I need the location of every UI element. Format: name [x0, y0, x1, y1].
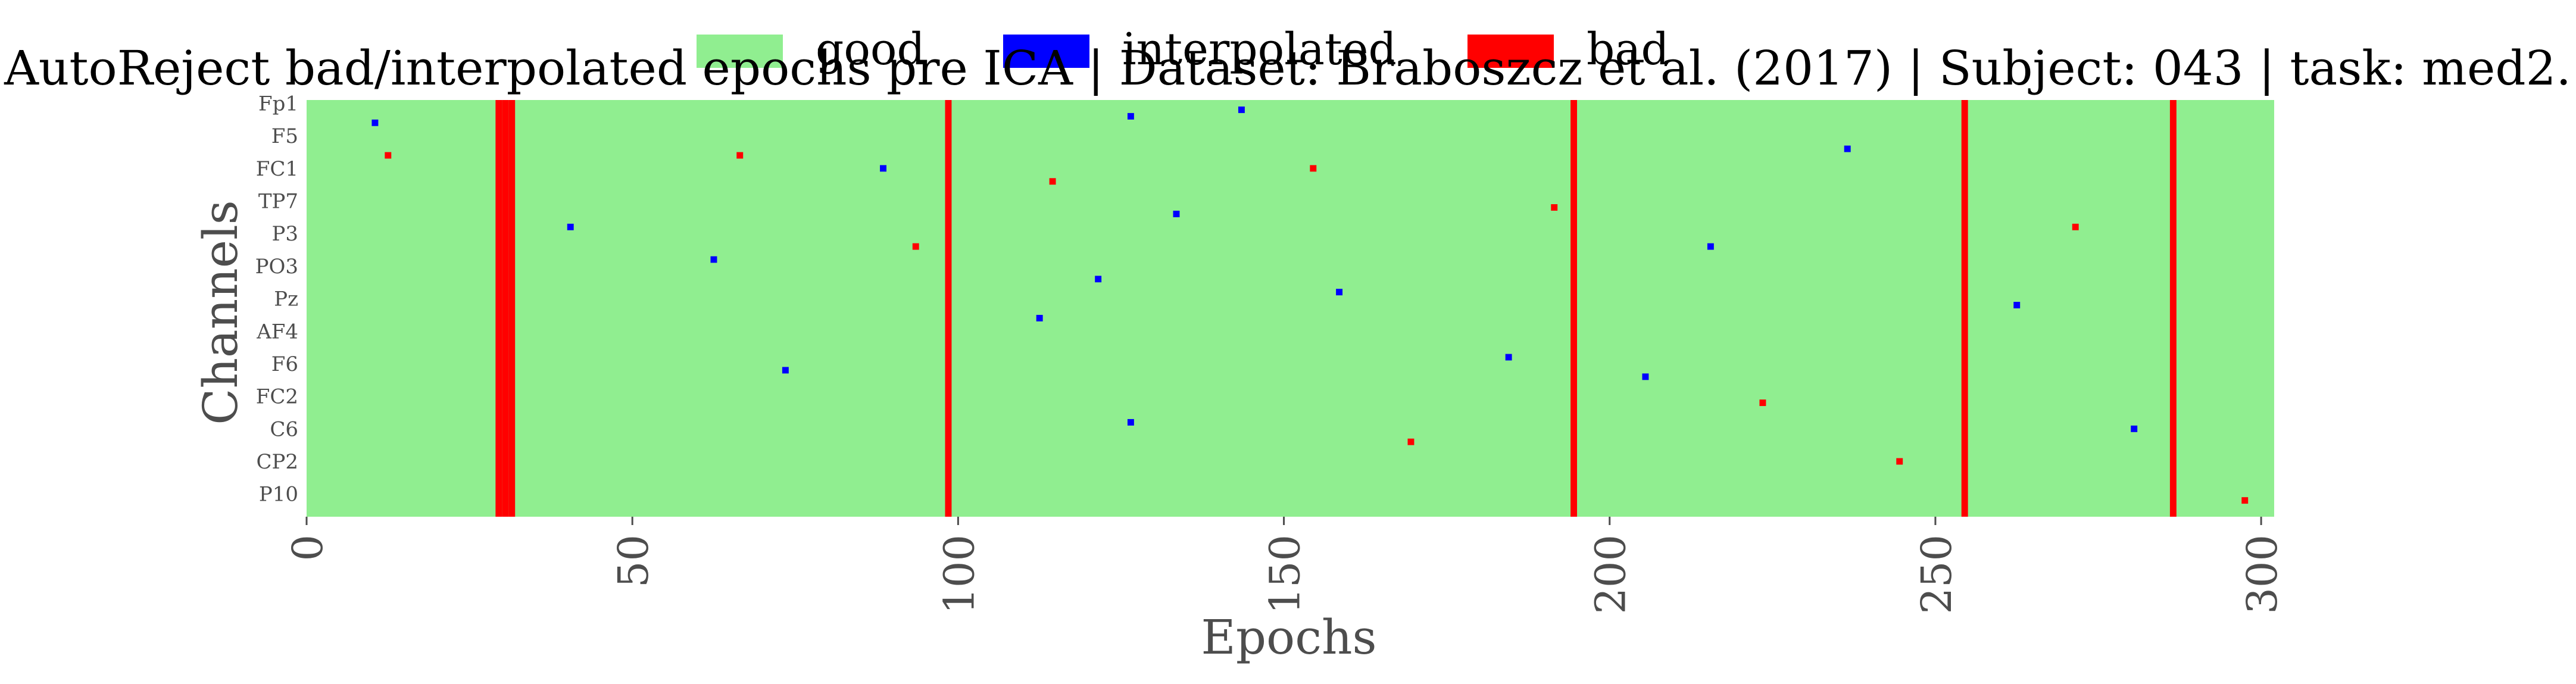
bad-epoch-column	[1570, 100, 1578, 517]
bad-epoch-column	[1961, 100, 1968, 517]
legend-swatch	[1003, 35, 1089, 68]
interpolated-cell	[1127, 418, 1134, 426]
bad-cell	[2241, 497, 2249, 504]
bad-cell	[1759, 399, 1766, 407]
interpolated-cell	[1173, 210, 1180, 217]
x-tick-label: 0	[283, 535, 332, 561]
interpolated-cell	[710, 256, 717, 263]
x-tick-label: 50	[609, 535, 658, 588]
bad-epoch-column	[495, 100, 502, 517]
interpolated-cell	[567, 223, 574, 230]
legend-entry-good: good	[697, 24, 925, 75]
x-tick-label: 200	[1587, 535, 1635, 614]
interpolated-cell	[880, 165, 886, 172]
bad-cell	[1049, 178, 1056, 185]
y-tick-label: PO3	[255, 255, 298, 279]
legend-label: bad	[1587, 24, 1669, 75]
legend-entry-bad: bad	[1467, 24, 1669, 75]
interpolated-cell	[1036, 314, 1043, 321]
y-tick-label: AF4	[256, 320, 298, 343]
chart-title: AutoReject bad/interpolated epochs pre I…	[4, 40, 2571, 96]
y-tick-label: F5	[271, 124, 298, 148]
y-tick-label: TP7	[258, 190, 298, 214]
bad-cell	[385, 152, 392, 159]
x-tick-label: 150	[1261, 535, 1310, 614]
interpolated-cell	[2131, 425, 2138, 432]
interpolated-cell	[1642, 373, 1649, 380]
y-tick-label: P3	[271, 222, 298, 246]
x-tick-label: 100	[935, 535, 983, 614]
interpolated-cell	[1095, 276, 1102, 283]
y-tick-label: Pz	[274, 288, 298, 311]
y-tick-label: FC1	[256, 157, 298, 181]
bad-cell	[912, 243, 919, 250]
bad-epoch-column	[502, 100, 509, 517]
interpolated-cell	[1844, 145, 1851, 152]
y-tick-label: P10	[259, 483, 298, 507]
bad-cell	[1310, 165, 1317, 172]
interpolated-cell	[1336, 289, 1343, 296]
bad-epoch-column	[508, 100, 516, 517]
interpolated-cell	[1505, 354, 1512, 361]
interpolated-cell	[1238, 106, 1245, 113]
heatmap-cells	[307, 100, 2274, 517]
interpolated-cell	[2013, 302, 2021, 308]
y-tick-label: C6	[270, 417, 298, 441]
bad-cell	[1896, 458, 1903, 465]
y-tick-label: CP2	[256, 450, 298, 474]
x-axis-label: Epochs	[1201, 610, 1376, 665]
bad-cell	[1551, 204, 1558, 211]
y-tick-label: F6	[271, 352, 298, 376]
x-tick-label: 300	[2238, 535, 2287, 614]
legend-entry-interpolated: interpolated	[1003, 24, 1397, 75]
legend-swatch	[1467, 35, 1554, 68]
legend: good interpolated bad	[697, 24, 1669, 75]
heatmap-good-background	[307, 100, 2274, 517]
bad-cell	[736, 152, 744, 159]
x-tick-label: 250	[1912, 535, 1961, 614]
y-tick-label: FC2	[256, 385, 298, 409]
bad-epoch-column	[2169, 100, 2177, 517]
y-tick-label: Fp1	[258, 92, 298, 115]
legend-label: good	[816, 24, 925, 75]
legend-swatch	[697, 35, 783, 68]
bad-cell	[1407, 438, 1415, 445]
legend-label: interpolated	[1122, 24, 1397, 75]
axes: 0 50 100 150 200 250 300 Fp1 F5 FC1 TP7 P3 PO3 Pz AF4 F…	[255, 92, 2287, 614]
bad-cell	[2072, 223, 2079, 230]
interpolated-cell	[1707, 243, 1714, 250]
y-axis-label: Channels	[193, 200, 248, 424]
bad-epoch-column	[945, 100, 952, 517]
interpolated-cell	[1127, 113, 1134, 120]
interpolated-cell	[782, 367, 789, 374]
interpolated-cell	[371, 119, 379, 126]
